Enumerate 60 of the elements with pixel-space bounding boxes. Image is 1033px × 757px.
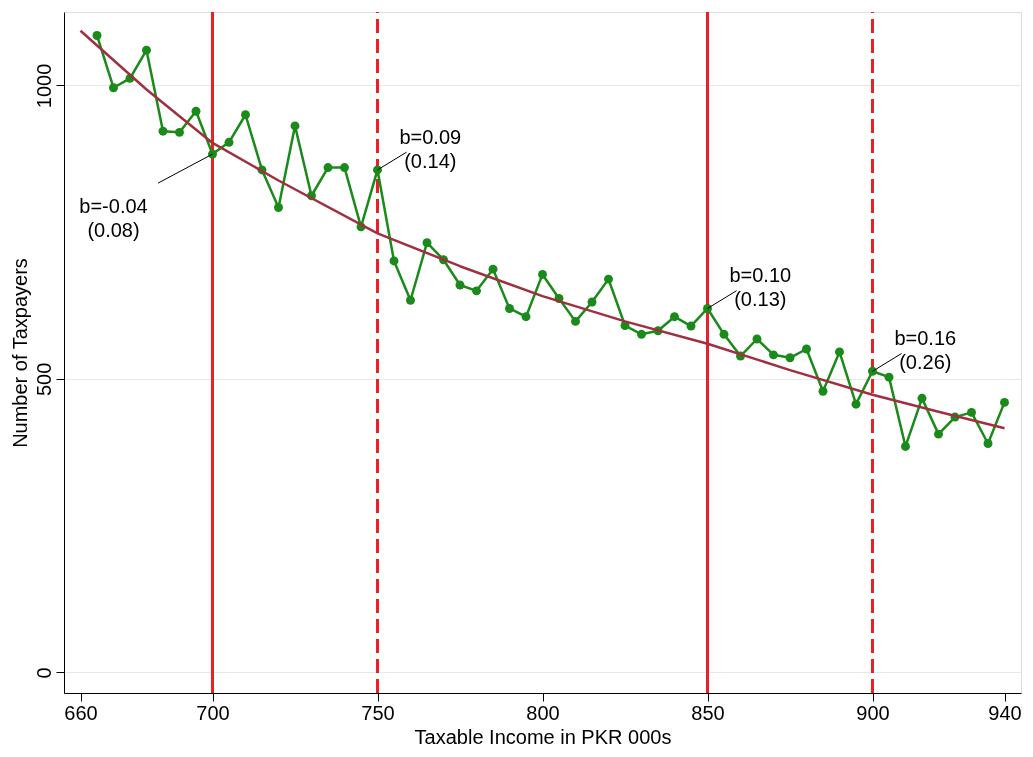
point (389, 256, 399, 266)
point (406, 295, 415, 305)
annotation: b=0.09 (0.14) (399, 125, 462, 172)
x-tick-label: 750 (361, 701, 395, 724)
point (290, 121, 300, 131)
point (752, 334, 762, 344)
point (175, 127, 184, 137)
y-tick-label: 0 (32, 667, 55, 679)
x-tick-label: 940 (988, 701, 1022, 724)
point (158, 126, 168, 136)
x-axis-title: Taxable Income in PKR 000s (414, 725, 672, 748)
annotation: b=0.10 (0.13) (729, 264, 792, 311)
point (191, 106, 201, 116)
x-tick-label: 900 (856, 701, 890, 724)
point (868, 366, 877, 376)
point (934, 429, 943, 439)
point (538, 269, 547, 279)
point (818, 386, 828, 396)
point (835, 347, 844, 357)
point (455, 280, 465, 290)
point (901, 441, 910, 451)
point (92, 31, 102, 40)
y-axis-title: Number of Taxpayers (8, 258, 31, 448)
point (917, 393, 927, 403)
point (422, 238, 432, 248)
annotation: b=0.16 (0.26) (894, 327, 957, 373)
x-tick-label: 700 (196, 701, 230, 724)
point (505, 304, 514, 313)
point (851, 399, 861, 409)
x-tick-label: 850 (691, 701, 725, 724)
point (703, 304, 712, 313)
point (472, 286, 481, 296)
point (521, 312, 531, 322)
point (604, 274, 613, 284)
point (241, 110, 250, 120)
point (142, 45, 151, 55)
point (785, 353, 795, 363)
point (769, 350, 778, 360)
point (323, 163, 333, 173)
point (587, 297, 597, 307)
point (802, 344, 811, 354)
x-tick-label: 660 (64, 701, 98, 724)
point (637, 329, 646, 339)
point (983, 439, 993, 448)
annotation: b=-0.04 (0.08) (79, 194, 148, 241)
point (1000, 397, 1009, 407)
point (224, 137, 234, 147)
point (719, 329, 729, 339)
y-tick-label: 1000 (32, 63, 55, 109)
point (884, 372, 894, 382)
point (340, 163, 349, 173)
point (488, 264, 498, 274)
x-tick-label: 800 (526, 701, 560, 724)
y-tick-label: 500 (32, 362, 55, 397)
point (670, 312, 679, 322)
point (274, 203, 283, 212)
point (686, 321, 696, 331)
point (967, 407, 976, 417)
point (109, 83, 118, 93)
point (571, 316, 580, 326)
